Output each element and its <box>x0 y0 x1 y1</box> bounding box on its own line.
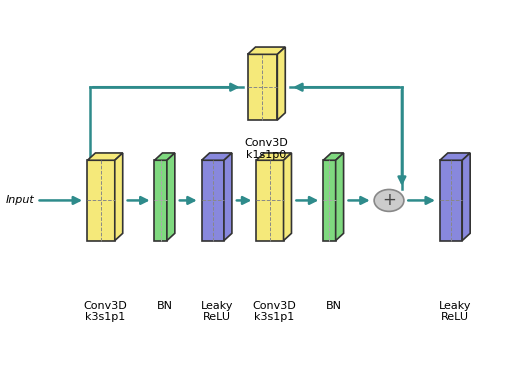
Polygon shape <box>202 160 224 241</box>
Text: BN: BN <box>326 301 342 311</box>
Text: Leaky
ReLU: Leaky ReLU <box>201 301 233 322</box>
Circle shape <box>374 190 404 211</box>
Polygon shape <box>224 153 232 241</box>
Polygon shape <box>278 47 285 120</box>
Text: BN: BN <box>157 301 173 311</box>
Polygon shape <box>167 153 175 241</box>
Text: Input: Input <box>5 195 34 205</box>
Polygon shape <box>323 153 344 160</box>
Polygon shape <box>88 153 123 160</box>
Text: Conv3D
k1s1p0: Conv3D k1s1p0 <box>245 138 288 160</box>
Polygon shape <box>202 153 232 160</box>
Polygon shape <box>155 153 175 160</box>
Text: +: + <box>382 191 396 209</box>
Text: Conv3D
k3s1p1: Conv3D k3s1p1 <box>252 301 296 322</box>
Polygon shape <box>247 47 285 54</box>
Polygon shape <box>256 160 284 241</box>
Polygon shape <box>440 160 462 241</box>
Text: Conv3D
k3s1p1: Conv3D k3s1p1 <box>83 301 127 322</box>
Polygon shape <box>88 160 115 241</box>
Polygon shape <box>155 160 167 241</box>
Text: Leaky
ReLU: Leaky ReLU <box>439 301 471 322</box>
Polygon shape <box>440 153 470 160</box>
Polygon shape <box>336 153 344 241</box>
Polygon shape <box>323 160 336 241</box>
Polygon shape <box>284 153 291 241</box>
Polygon shape <box>247 54 278 120</box>
Polygon shape <box>462 153 470 241</box>
Polygon shape <box>256 153 291 160</box>
Polygon shape <box>115 153 123 241</box>
